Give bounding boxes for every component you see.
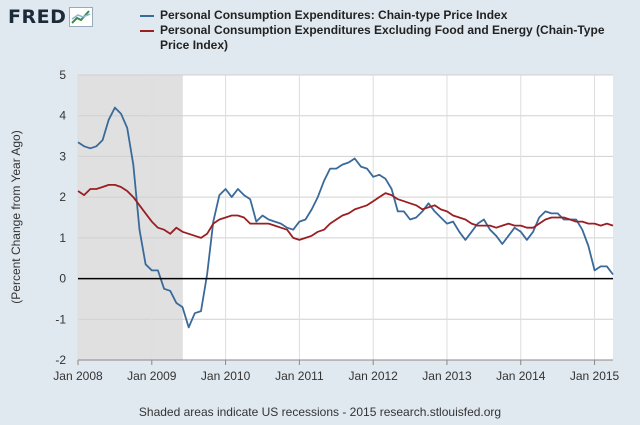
axes: -2 -1 0 1 2 3 4 5 Jan 2008 Jan 2009 Jan 2010 Jan 20… [53, 68, 619, 383]
series-line-2 [77, 183, 614, 241]
x-tick-label: Jan 2011 [275, 369, 324, 383]
y-tick-label: -1 [55, 312, 66, 326]
series-line-1 [77, 106, 614, 329]
y-tick-label: 2 [59, 190, 66, 204]
legend: Personal Consumption Expenditures: Chain… [140, 8, 630, 53]
legend-label-core-pce: Personal Consumption Expenditures Exclud… [160, 23, 605, 52]
fred-brand-text: FRED [8, 6, 67, 28]
legend-item-core-pce: Personal Consumption Expenditures Exclud… [140, 23, 630, 53]
legend-swatch-core-pce [140, 30, 154, 32]
y-tick-label: 4 [59, 109, 66, 123]
legend-swatch-pce [140, 15, 154, 17]
y-tick-label: 0 [59, 272, 66, 286]
source-caption: Shaded areas indicate US recessions - 20… [138, 405, 502, 419]
fred-logo: FRED [8, 6, 94, 28]
x-tick-label: Jan 2015 [570, 369, 620, 383]
y-tick-label: -2 [55, 353, 66, 367]
y-tick-label: 3 [59, 149, 66, 163]
y-tick-label: 5 [59, 68, 66, 82]
recession-band [78, 75, 183, 360]
x-tick-label: Jan 2008 [53, 369, 103, 383]
x-tick-label: Jan 2014 [496, 369, 546, 383]
series-lines [77, 106, 614, 329]
x-tick-label: Jan 2010 [201, 369, 251, 383]
legend-label-pce: Personal Consumption Expenditures: Chain… [160, 8, 508, 22]
x-tick-label: Jan 2012 [348, 369, 398, 383]
recession-shading [78, 75, 183, 360]
x-tick-label: Jan 2013 [422, 369, 472, 383]
y-axis-label: (Percent Change from Year Ago) [9, 130, 23, 303]
legend-item-pce: Personal Consumption Expenditures: Chain… [140, 8, 630, 23]
x-tick-label: Jan 2009 [127, 369, 177, 383]
fred-chart-icon [69, 7, 94, 27]
y-tick-label: 1 [59, 231, 66, 245]
